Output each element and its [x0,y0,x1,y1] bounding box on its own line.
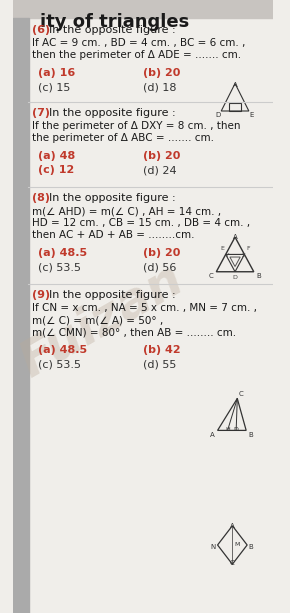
Text: (b) 20: (b) 20 [143,248,180,258]
Text: Fuizan: Fuizan [12,254,193,386]
Text: (9): (9) [32,290,50,300]
Text: B: B [248,432,253,438]
Text: HD = 12 cm. , CB = 15 cm. , DB = 4 cm. ,: HD = 12 cm. , CB = 15 cm. , DB = 4 cm. , [32,218,251,228]
Text: (8): (8) [32,193,50,203]
Text: B: B [249,544,253,550]
Text: (a) 48.5: (a) 48.5 [38,345,87,355]
Text: (d) 56: (d) 56 [143,262,176,272]
Text: In the opposite figure :: In the opposite figure : [48,193,175,203]
Text: E: E [220,246,224,251]
Text: C: C [209,273,214,279]
Text: C: C [239,390,244,397]
Text: F: F [246,246,250,251]
Text: (d) 24: (d) 24 [143,165,176,175]
Text: (a) 48: (a) 48 [38,151,75,161]
Text: (6): (6) [32,25,50,35]
Text: (c) 53.5: (c) 53.5 [38,359,81,369]
Text: A: A [230,523,235,529]
Text: (a) 16: (a) 16 [38,68,75,78]
Bar [13,0,273,18]
Text: In the opposite figure :: In the opposite figure : [48,25,175,35]
Text: the perimeter of Δ ABC = ....... cm.: the perimeter of Δ ABC = ....... cm. [32,133,214,143]
Text: D: D [215,112,220,118]
Text: If AC = 9 cm. , BD = 4 cm. , BC = 6 cm. ,: If AC = 9 cm. , BD = 4 cm. , BC = 6 cm. … [32,38,246,48]
Text: A: A [210,432,215,438]
Text: m(∠ C) = m(∠ A) = 50° ,: m(∠ C) = m(∠ A) = 50° , [32,315,164,325]
Text: D: D [234,427,239,432]
Bar [229,103,241,111]
Text: If CN = x cm. , NA = 5 x cm. , MN = 7 cm. ,: If CN = x cm. , NA = 5 x cm. , MN = 7 cm… [32,303,258,313]
Text: then the perimeter of Δ ADE = ....... cm.: then the perimeter of Δ ADE = ....... cm… [32,50,242,60]
Text: m(∠ CMN) = 80° , then AB = ........ cm.: m(∠ CMN) = 80° , then AB = ........ cm. [32,327,237,337]
Text: X: X [242,253,246,258]
Text: (c) 53.5: (c) 53.5 [38,262,81,272]
Text: then AC + AD + AB = ........cm.: then AC + AD + AB = ........cm. [32,230,195,240]
Text: (b) 20: (b) 20 [143,151,180,161]
Text: A: A [233,82,238,88]
Text: A: A [233,234,238,240]
Text: ity of triangles: ity of triangles [40,13,189,31]
Text: In the opposite figure :: In the opposite figure : [48,108,175,118]
Text: In the opposite figure :: In the opposite figure : [48,290,175,300]
Text: (d) 18: (d) 18 [143,82,176,92]
Text: B: B [256,273,261,279]
Text: (c) 12: (c) 12 [38,165,74,175]
Text: (d) 55: (d) 55 [143,359,176,369]
Text: D: D [233,275,238,280]
Text: (b) 20: (b) 20 [143,68,180,78]
Bar [13,18,29,613]
Text: H: H [225,427,230,432]
Text: M: M [234,543,240,547]
Text: (c) 15: (c) 15 [38,82,70,92]
Text: E: E [250,112,254,118]
Text: (b) 42: (b) 42 [143,345,180,355]
Text: N: N [211,544,216,550]
Text: (a) 48.5: (a) 48.5 [38,248,87,258]
Text: If the perimeter of Δ DXY = 8 cm. , then: If the perimeter of Δ DXY = 8 cm. , then [32,121,241,131]
Text: m(∠ AHD) = m(∠ C) , AH = 14 cm. ,: m(∠ AHD) = m(∠ C) , AH = 14 cm. , [32,206,222,216]
Text: C: C [230,560,235,566]
Text: (7): (7) [32,108,50,118]
Text: Y: Y [225,253,228,258]
